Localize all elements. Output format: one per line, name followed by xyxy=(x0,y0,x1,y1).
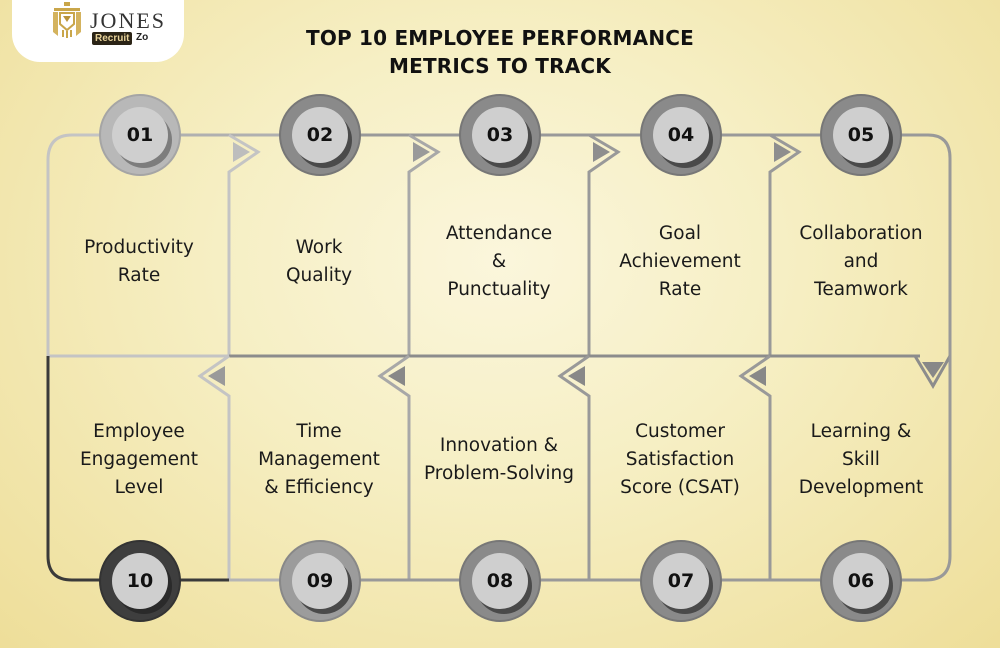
step-number: 10 xyxy=(112,553,168,609)
step-number: 05 xyxy=(833,107,889,163)
metric-label-05: Collaboration and Teamwork xyxy=(776,220,946,304)
step-badge-04: 04 xyxy=(640,94,722,176)
step-number: 02 xyxy=(292,107,348,163)
label-line: Innovation & xyxy=(439,435,559,456)
label-line: Teamwork xyxy=(814,279,908,300)
label-line: Employee xyxy=(93,421,185,442)
logo-sub-badge: Recruit xyxy=(92,32,133,45)
metric-label-02: Work Quality xyxy=(234,220,404,304)
step-number: 03 xyxy=(472,107,528,163)
label-line: Time xyxy=(296,421,342,442)
label-line: Satisfaction xyxy=(625,449,735,470)
label-line: Score (CSAT) xyxy=(620,477,740,498)
label-line: & xyxy=(491,251,507,272)
step-badge-05: 05 xyxy=(820,94,902,176)
label-line: Problem-Solving xyxy=(423,463,575,484)
label-line: and xyxy=(843,251,879,272)
metric-label-10: Employee Engagement Level xyxy=(54,418,224,502)
metric-label-09: Time Management & Efficiency xyxy=(234,418,404,502)
label-line: Collaboration xyxy=(799,223,923,244)
label-line: Work xyxy=(295,237,343,258)
metric-label-06: Learning & Skill Development xyxy=(776,418,946,502)
label-line: Punctuality xyxy=(447,279,551,300)
label-line: Customer xyxy=(635,421,725,442)
step-number: 09 xyxy=(292,553,348,609)
label-line: Productivity xyxy=(84,237,194,258)
step-badge-02: 02 xyxy=(279,94,361,176)
right-arrow-icons xyxy=(233,142,791,162)
crown-lion-logo-icon xyxy=(53,2,81,38)
title-line-1: TOP 10 EMPLOYEE PERFORMANCE xyxy=(305,26,695,50)
step-badge-07: 07 xyxy=(640,540,722,622)
page-title: TOP 10 EMPLOYEE PERFORMANCE METRICS TO T… xyxy=(200,24,800,80)
down-arrow-icon xyxy=(922,362,944,378)
metric-label-01: Productivity Rate xyxy=(54,220,224,304)
step-badge-10: 10 xyxy=(99,540,181,622)
step-number: 07 xyxy=(653,553,709,609)
metric-label-08: Innovation & Problem-Solving xyxy=(414,418,584,502)
label-line: Management xyxy=(258,449,380,470)
step-number: 08 xyxy=(472,553,528,609)
step-number: 06 xyxy=(833,553,889,609)
logo-brand: JONES xyxy=(90,8,167,33)
title-line-2: METRICS TO TRACK xyxy=(389,54,611,78)
logo-sub-suffix: Zo xyxy=(136,32,149,43)
label-line: Learning & xyxy=(810,421,912,442)
metric-label-04: Goal Achievement Rate xyxy=(595,220,765,304)
label-line: Skill xyxy=(842,449,880,470)
label-line: Rate xyxy=(658,279,702,300)
label-line: Achievement xyxy=(619,251,741,272)
label-line: & Efficiency xyxy=(264,477,374,498)
label-line: Goal xyxy=(658,223,702,244)
step-badge-01: 01 xyxy=(99,94,181,176)
label-line: Level xyxy=(114,477,164,498)
left-arrow-icons xyxy=(208,366,766,386)
label-line: Development xyxy=(798,477,924,498)
label-line: Quality xyxy=(285,265,353,286)
label-line: Rate xyxy=(117,265,161,286)
step-badge-06: 06 xyxy=(820,540,902,622)
step-badge-09: 09 xyxy=(279,540,361,622)
metric-label-07: Customer Satisfaction Score (CSAT) xyxy=(595,418,765,502)
label-line: Engagement xyxy=(79,449,198,470)
metric-label-03: Attendance & Punctuality xyxy=(414,220,584,304)
step-number: 04 xyxy=(653,107,709,163)
step-number: 01 xyxy=(112,107,168,163)
label-line: Attendance xyxy=(445,223,553,244)
step-badge-03: 03 xyxy=(459,94,541,176)
logo: JONES Recruit Zo xyxy=(12,0,184,62)
step-badge-08: 08 xyxy=(459,540,541,622)
